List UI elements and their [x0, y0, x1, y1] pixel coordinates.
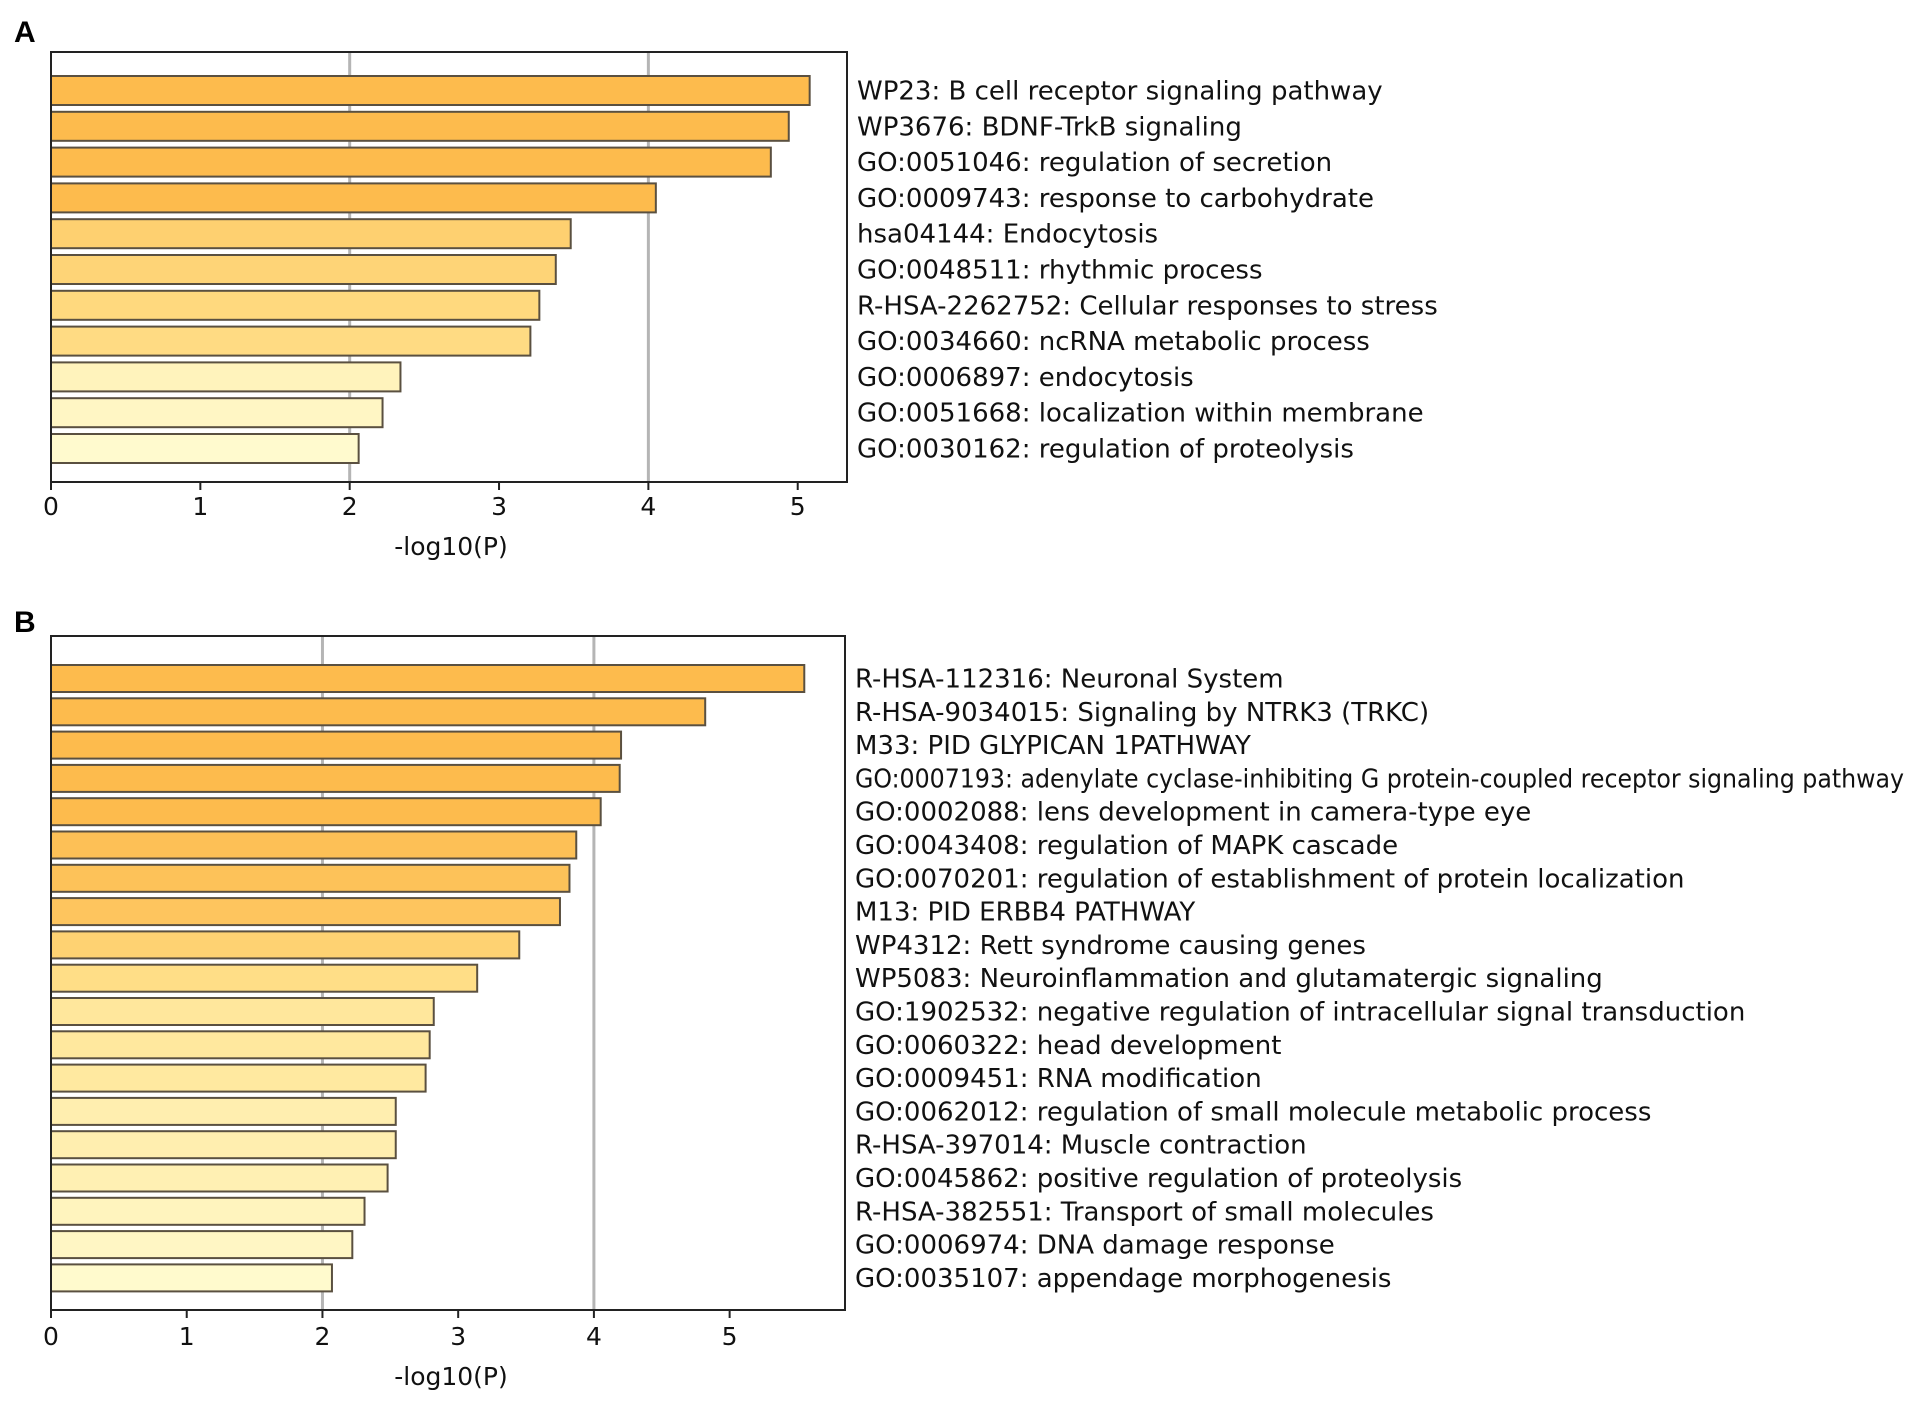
category-label: GO:0070201: regulation of establishment …	[855, 864, 1685, 894]
bar	[50, 830, 578, 860]
x-tick-label: 1	[179, 1322, 195, 1351]
category-label: WP3676: BDNF-TrkB signaling	[857, 112, 1242, 142]
category-label: R-HSA-382551: Transport of small molecul…	[855, 1197, 1434, 1227]
bar	[50, 963, 479, 993]
panel-a-plot-frame	[50, 51, 848, 483]
bar	[50, 1230, 354, 1260]
panel-b-plot-frame	[50, 635, 846, 1311]
panel-a-x-axis: 0 1 2 3 4 5	[43, 482, 806, 521]
bar	[50, 1196, 366, 1226]
category-label: M33: PID GLYPICAN 1PATHWAY	[855, 731, 1251, 761]
bar	[50, 254, 557, 285]
x-tick-label: 0	[43, 1322, 59, 1351]
category-label: R-HSA-112316: Neuronal System	[855, 665, 1284, 695]
panel-b-category-labels: R-HSA-112316: Neuronal SystemR-HSA-90340…	[855, 665, 1904, 1294]
panel-a-x-axis-label: -log10(P)	[394, 532, 508, 561]
x-tick-label: 2	[342, 492, 358, 521]
panel-a: A 0 1 2 3 4 5 WP23: B cell receptor signaling…	[14, 16, 1438, 561]
panel-a-letter: A	[14, 16, 36, 49]
x-tick-label: 1	[192, 492, 208, 521]
category-label: GO:0007193: adenylate cyclase-inhibiting…	[855, 764, 1904, 794]
category-label: M13: PID ERBB4 PATHWAY	[855, 898, 1195, 928]
panel-b-letter: B	[14, 606, 36, 639]
category-label: GO:0045862: positive regulation of prote…	[855, 1164, 1462, 1194]
x-tick-label: 5	[722, 1322, 738, 1351]
category-label: GO:0035107: appendage morphogenesis	[855, 1264, 1391, 1294]
category-label: GO:0009451: RNA modification	[855, 1064, 1262, 1094]
x-tick-label: 5	[790, 492, 806, 521]
x-tick-label: 4	[586, 1322, 602, 1351]
bar	[50, 1096, 397, 1126]
panel-a-category-labels: WP23: B cell receptor signaling pathway W…	[857, 77, 1438, 465]
bar	[50, 763, 621, 793]
bar	[50, 1130, 397, 1160]
x-tick-label: 0	[43, 492, 59, 521]
bar	[50, 730, 623, 760]
x-tick-label: 3	[450, 1322, 466, 1351]
bar	[50, 664, 806, 693]
category-label: GO:0006897: endocytosis	[857, 363, 1194, 393]
x-tick-label: 4	[640, 492, 656, 521]
x-tick-label: 3	[491, 492, 507, 521]
category-label: WP23: B cell receptor signaling pathway	[857, 77, 1383, 107]
bar	[50, 930, 521, 960]
bar	[50, 110, 790, 142]
bar	[50, 397, 384, 429]
category-label: GO:0051668: localization within membrane	[857, 399, 1424, 429]
category-label: GO:0051046: regulation of secretion	[857, 148, 1332, 178]
bar	[50, 325, 532, 357]
bar	[50, 182, 657, 214]
bar	[50, 146, 772, 178]
category-label: GO:0002088: lens development in camera-t…	[855, 798, 1531, 828]
bar	[50, 697, 707, 727]
category-label: GO:0062012: regulation of small molecule…	[855, 1097, 1651, 1127]
category-label: GO:0043408: regulation of MAPK cascade	[855, 831, 1398, 861]
category-label: GO:0006974: DNA damage response	[855, 1231, 1335, 1261]
bar	[50, 1163, 389, 1193]
category-label: GO:1902532: negative regulation of intra…	[855, 998, 1745, 1028]
bar	[50, 361, 402, 393]
bar	[50, 75, 811, 106]
category-label: GO:0060322: head development	[855, 1031, 1281, 1061]
category-label: hsa04144: Endocytosis	[857, 220, 1158, 250]
bar	[50, 289, 541, 321]
panel-b-x-axis-label: -log10(P)	[394, 1362, 508, 1391]
bar	[50, 433, 360, 464]
category-label: R-HSA-9034015: Signaling by NTRK3 (TRKC)	[855, 698, 1429, 728]
bar	[50, 797, 602, 827]
category-label: WP5083: Neuroinflammation and glutamater…	[855, 964, 1603, 994]
bar	[50, 997, 435, 1026]
category-label: WP4312: Rett syndrome causing genes	[855, 931, 1366, 961]
bar	[50, 863, 571, 893]
category-label: GO:0009743: response to carbohydrate	[857, 184, 1374, 214]
category-label: R-HSA-397014: Muscle contraction	[855, 1131, 1307, 1161]
bar	[50, 1063, 427, 1093]
panel-b-x-axis: 0 1 2 3 4 5	[43, 1310, 738, 1351]
bar	[50, 1263, 333, 1293]
bar	[50, 218, 572, 250]
category-label: GO:0034660: ncRNA metabolic process	[857, 327, 1370, 357]
category-label: GO:0030162: regulation of proteolysis	[857, 435, 1354, 465]
bar	[50, 1030, 431, 1060]
x-tick-label: 2	[314, 1322, 330, 1351]
category-label: R-HSA-2262752: Cellular responses to str…	[857, 291, 1438, 321]
bar	[50, 897, 561, 927]
category-label: GO:0048511: rhythmic process	[857, 256, 1263, 286]
